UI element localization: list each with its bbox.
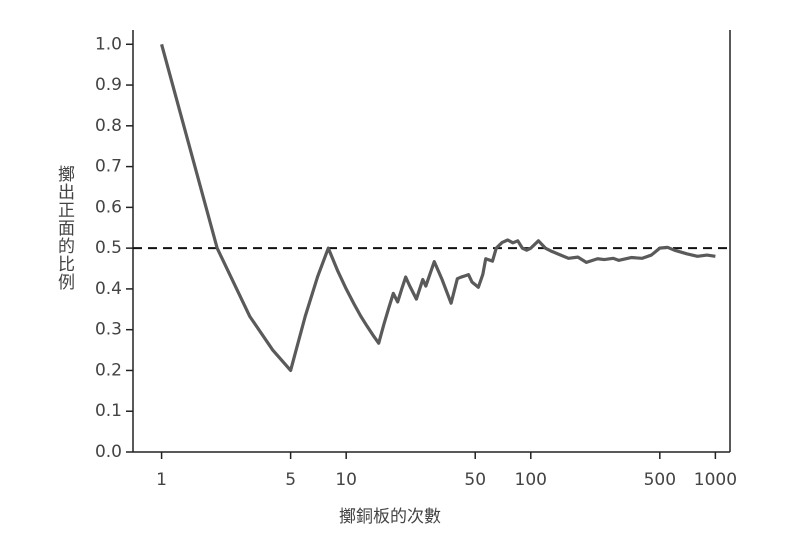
y-tick-label: 0.0 <box>95 442 122 462</box>
x-tick-label: 100 <box>515 470 547 490</box>
y-tick-label: 0.6 <box>95 197 122 217</box>
x-axis-label: 擲銅板的次數 <box>339 507 441 527</box>
y-tick-label: 0.7 <box>95 157 122 177</box>
y-axis-label: 擲出正面的比例 <box>54 165 75 291</box>
data-line <box>160 43 716 373</box>
y-tick-label: 0.2 <box>95 360 122 380</box>
x-tick-label: 10 <box>335 470 357 490</box>
y-tick-label: 0.8 <box>95 116 122 136</box>
x-tick-label: 1000 <box>694 470 737 490</box>
y-tick-label: 0.1 <box>95 401 122 421</box>
y-tick-label: 1.0 <box>95 34 122 54</box>
y-tick-label: 0.9 <box>95 75 122 95</box>
y-tick-label: 0.4 <box>95 279 122 299</box>
x-tick-label: 5 <box>285 470 296 490</box>
x-tick-label: 500 <box>644 470 676 490</box>
y-tick-label: 0.5 <box>95 238 122 258</box>
x-tick-label: 50 <box>464 470 486 490</box>
x-tick-label: 1 <box>156 470 167 490</box>
y-tick-label: 0.3 <box>95 320 122 340</box>
